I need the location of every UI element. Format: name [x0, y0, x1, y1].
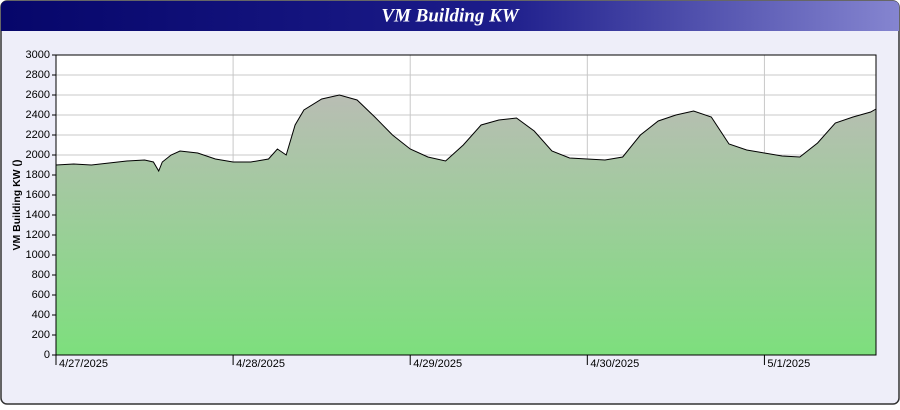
y-tick-label: 1600: [26, 189, 50, 201]
y-tick-label: 2000: [26, 149, 50, 161]
x-tick-label: 4/27/2025: [59, 358, 108, 370]
y-tick-label: 0: [44, 349, 50, 361]
y-tick-label: 400: [32, 309, 50, 321]
plot-border: [55, 54, 877, 356]
y-tick-label: 2600: [26, 89, 50, 101]
title-bar: [1, 1, 899, 31]
y-tick-label: 2400: [26, 109, 50, 121]
x-tick-label: 4/29/2025: [413, 358, 462, 370]
area-fill: [56, 95, 876, 355]
y-tick-label: 1400: [26, 209, 50, 221]
y-tick-label: 200: [32, 329, 50, 341]
y-tick-label: 1800: [26, 169, 50, 181]
x-tick-label: 5/1/2025: [767, 358, 810, 370]
y-tick-label: 3000: [26, 49, 50, 61]
y-tick-label: 800: [32, 269, 50, 281]
y-tick-label: 1000: [26, 249, 50, 261]
x-tick-label: 4/30/2025: [590, 358, 639, 370]
area-line: [55, 94, 877, 173]
chart-title: VM Building KW: [381, 5, 519, 26]
y-axis-label: VM Building KW (): [11, 160, 23, 251]
y-tick-label: 1200: [26, 229, 50, 241]
y-tick-label: 2800: [26, 69, 50, 81]
y-tick-label: 600: [32, 289, 50, 301]
y-tick-label: 2200: [26, 129, 50, 141]
x-tick-label: 4/28/2025: [236, 358, 285, 370]
